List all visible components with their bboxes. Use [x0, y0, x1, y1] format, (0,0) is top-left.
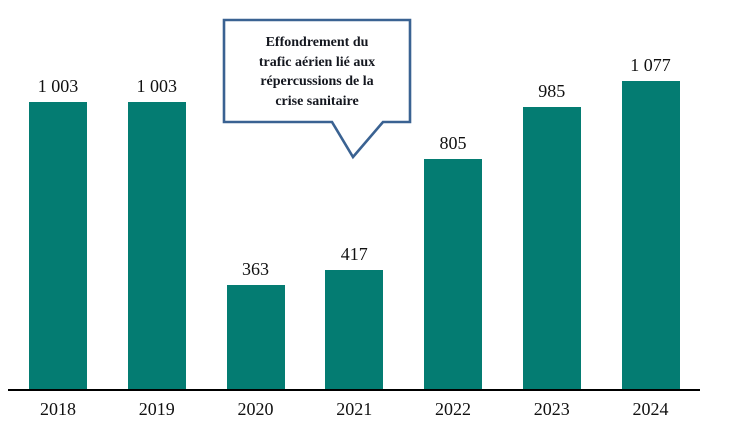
value-label-2023: 985 — [538, 81, 566, 101]
bar-2022 — [424, 159, 482, 389]
callout-line: trafic aérien lié aux — [258, 54, 376, 70]
bar-2018 — [29, 102, 87, 389]
value-label-2019: 1 003 — [136, 76, 178, 96]
value-label-2022: 805 — [439, 133, 467, 153]
x-axis-line — [8, 389, 700, 391]
callout-line: répercussions de la — [260, 74, 374, 89]
value-label-2024: 1 077 — [630, 55, 671, 75]
bar-2020 — [226, 285, 285, 389]
x-tick-label-2021: 2021 — [336, 399, 373, 419]
value-label-2018: 1 003 — [37, 76, 79, 96]
bar-2023 — [522, 107, 581, 389]
x-tick-label-2019: 2019 — [138, 399, 175, 419]
callout-bubble — [222, 18, 412, 160]
callout-line: Effondrement du — [265, 35, 369, 50]
x-tick-label-2024: 2024 — [632, 399, 669, 419]
x-tick-label-2023: 2023 — [533, 399, 570, 419]
callout-line: crise sanitaire — [275, 93, 359, 109]
bar-2021 — [325, 270, 384, 389]
callout-shape — [222, 18, 412, 160]
bar-2024 — [621, 81, 680, 389]
value-label-2020: 363 — [242, 259, 269, 279]
value-label-2021: 417 — [340, 244, 368, 264]
callout-text: Effondrement du trafic aérien lié aux ré… — [224, 33, 410, 111]
x-tick-label-2018: 2018 — [40, 399, 76, 419]
bar-2019 — [127, 102, 186, 389]
x-tick-label-2022: 2022 — [435, 399, 471, 419]
x-tick-label-2020: 2020 — [237, 399, 274, 419]
